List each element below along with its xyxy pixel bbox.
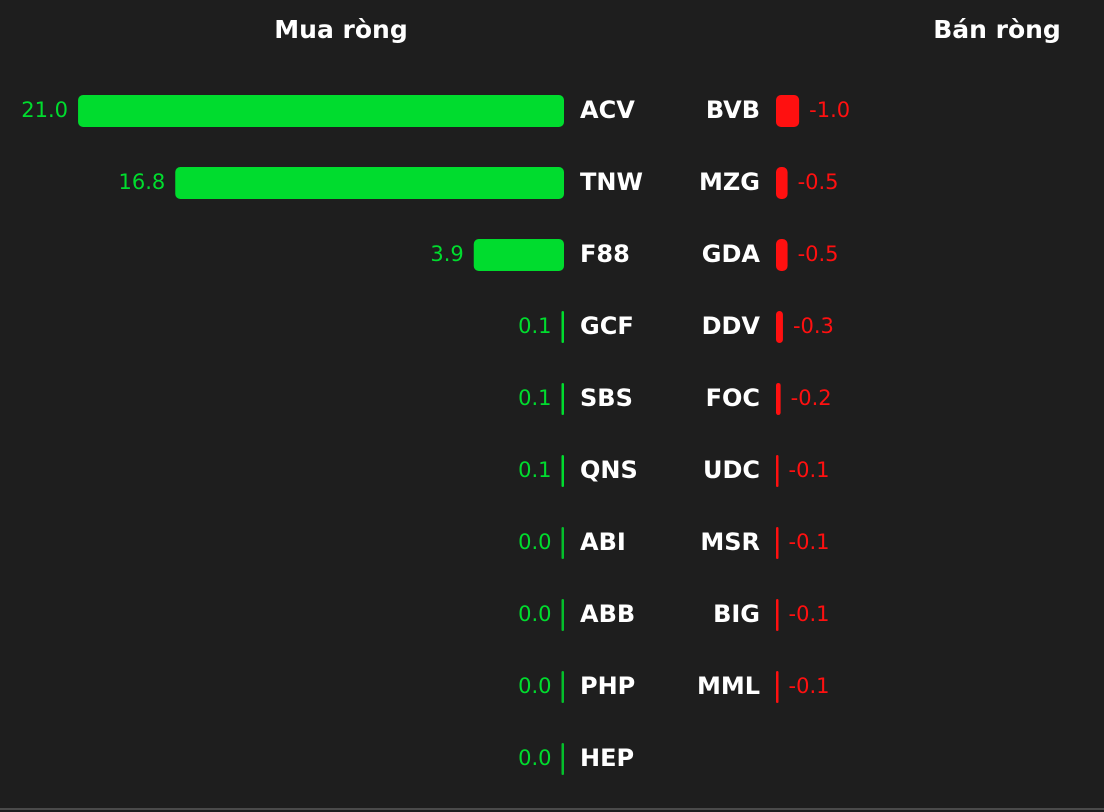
value-label: -1.0	[809, 98, 850, 122]
ticker-label: MML	[697, 672, 760, 700]
buy-title: Mua ròng	[274, 15, 407, 44]
ticker-label: BVB	[706, 96, 760, 124]
bar	[561, 743, 564, 775]
bar	[776, 167, 788, 199]
ticker-label: GDA	[702, 240, 761, 268]
bar	[776, 311, 783, 343]
value-label: 0.0	[518, 602, 551, 626]
bar	[78, 95, 564, 127]
bar	[561, 599, 564, 631]
ticker-label: SBS	[580, 384, 633, 412]
bar	[561, 383, 564, 415]
value-label: 0.0	[518, 674, 551, 698]
ticker-label: DDV	[702, 312, 761, 340]
value-label: -0.1	[789, 602, 830, 626]
ticker-label: PHP	[580, 672, 635, 700]
value-label: -0.2	[791, 386, 832, 410]
value-label: -0.5	[798, 170, 839, 194]
bar	[561, 311, 564, 343]
value-label: 21.0	[21, 98, 68, 122]
ticker-label: ABB	[580, 600, 635, 628]
bar	[776, 455, 779, 487]
value-label: 16.8	[118, 170, 165, 194]
value-label: -0.1	[789, 530, 830, 554]
value-label: 3.9	[430, 242, 463, 266]
ticker-label: BIG	[713, 600, 760, 628]
value-label: 0.1	[518, 458, 551, 482]
ticker-label: UDC	[703, 456, 760, 484]
ticker-label: ABI	[580, 528, 626, 556]
value-label: -0.3	[793, 314, 834, 338]
bar	[175, 167, 565, 199]
bar	[473, 239, 564, 271]
ticker-label: HEP	[580, 744, 634, 772]
ticker-label: GCF	[580, 312, 634, 340]
ticker-label: TNW	[580, 168, 643, 196]
ticker-label: MZG	[699, 168, 760, 196]
ticker-label: MSR	[700, 528, 760, 556]
bar	[561, 455, 564, 487]
value-label: 0.0	[518, 530, 551, 554]
sell-title: Bán ròng	[933, 15, 1061, 44]
bar	[776, 95, 800, 127]
ticker-label: F88	[580, 240, 630, 268]
value-label: 0.1	[518, 314, 551, 338]
value-label: 0.1	[518, 386, 551, 410]
bar	[776, 527, 779, 559]
bar	[776, 239, 788, 271]
ticker-label: FOC	[706, 384, 760, 412]
bar	[561, 671, 564, 703]
value-label: -0.5	[798, 242, 839, 266]
ticker-label: ACV	[580, 96, 635, 124]
bar	[776, 599, 779, 631]
bar	[776, 383, 781, 415]
value-label: -0.1	[789, 674, 830, 698]
bar	[776, 671, 779, 703]
ticker-label: QNS	[580, 456, 638, 484]
bar	[561, 527, 564, 559]
value-label: -0.1	[789, 458, 830, 482]
value-label: 0.0	[518, 746, 551, 770]
